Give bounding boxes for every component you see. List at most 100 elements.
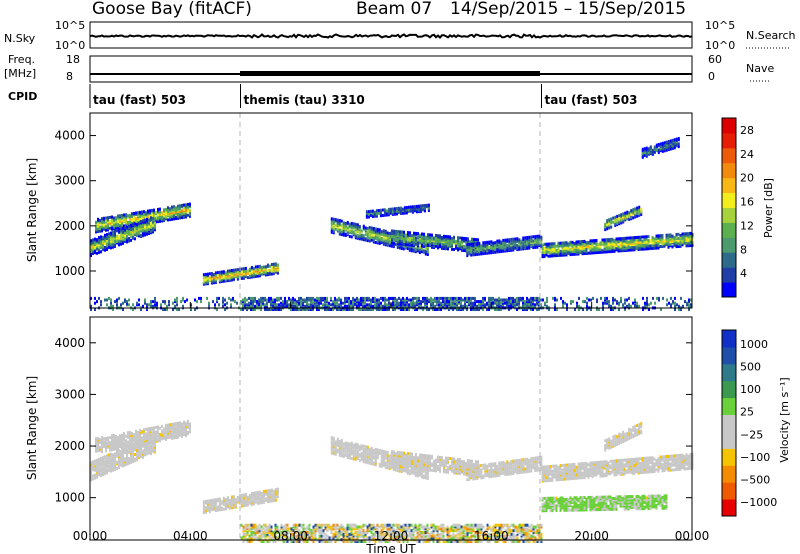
near-range-cell (372, 296, 374, 300)
range-cell (246, 500, 249, 504)
near-range-cell (526, 303, 528, 307)
range-cell (641, 239, 644, 243)
range-cell (526, 236, 529, 239)
near-range-cell (324, 303, 326, 307)
near-range-cell (276, 296, 278, 300)
range-cell (643, 235, 646, 239)
near-range-cell (446, 301, 448, 305)
range-cell (107, 436, 109, 440)
range-cell (127, 440, 129, 444)
range-cell (101, 436, 103, 440)
range-cell (165, 207, 167, 211)
range-cell (494, 250, 497, 254)
nsky-label: N.Sky (4, 32, 36, 45)
range-cell (418, 245, 421, 249)
range-cell (653, 145, 656, 149)
range-cell (609, 237, 612, 241)
range-cell (123, 444, 125, 448)
near-range-cell (468, 296, 470, 300)
range-cell (496, 243, 499, 247)
range-cell (266, 271, 269, 275)
range-cell (409, 231, 411, 235)
range-cell (167, 206, 169, 210)
near-range-cell (250, 308, 252, 311)
near-range-cell (172, 308, 174, 311)
range-cell (266, 263, 269, 267)
range-cell (104, 248, 106, 252)
range-cell (94, 462, 96, 466)
near-range-cell (172, 301, 174, 305)
near-range-cell (426, 296, 428, 300)
near-range-cell (536, 296, 538, 300)
range-cell (97, 443, 99, 447)
near-range-cell (316, 308, 318, 311)
range-cell (376, 227, 379, 231)
range-cell (425, 235, 427, 239)
range-cell (387, 207, 390, 211)
range-cell (108, 240, 110, 244)
range-cell (112, 230, 114, 234)
near-range-cell (246, 303, 248, 307)
range-cell (613, 243, 616, 246)
near-range-cell (346, 304, 348, 308)
near-range-cell (488, 296, 490, 300)
range-cell (169, 427, 171, 431)
range-cell (254, 268, 257, 272)
range-cell (136, 223, 138, 226)
near-range-cell (306, 300, 308, 304)
range-cell (137, 434, 139, 437)
near-range-cell (124, 300, 126, 304)
near-range-cell (674, 304, 676, 308)
range-cell (673, 138, 676, 142)
range-cell (216, 508, 219, 512)
range-cell (119, 443, 121, 447)
range-cell (230, 506, 233, 510)
near-range-cell (404, 303, 406, 307)
range-cell (181, 212, 183, 215)
near-range-cell (448, 308, 450, 311)
near-range-cell (324, 296, 326, 300)
range-cell (635, 238, 638, 242)
range-cell (96, 468, 98, 471)
near-range-cell (162, 308, 164, 311)
range-cell (468, 252, 471, 256)
range-cell (127, 431, 129, 435)
near-range-cell (260, 296, 262, 300)
near-range-cell (394, 303, 396, 307)
near-range-cell (498, 301, 500, 305)
range-cell (113, 446, 115, 450)
near-range-cell (316, 298, 318, 302)
range-cell (146, 446, 148, 450)
near-range-cell (382, 296, 384, 300)
near-range-cell (488, 298, 490, 302)
near-range-cell (384, 298, 386, 302)
near-range-cell (380, 301, 382, 305)
range-cell (224, 499, 227, 503)
range-cell (565, 241, 568, 245)
range-cell (157, 430, 159, 434)
range-cell (344, 221, 347, 225)
near-range-cell (472, 303, 474, 307)
near-range-cell (356, 296, 358, 300)
range-cell (415, 238, 417, 242)
range-cell (651, 236, 654, 240)
near-range-cell (302, 308, 304, 311)
range-cell (638, 211, 641, 215)
range-cell (141, 436, 143, 440)
range-cell (494, 241, 497, 245)
range-cell (123, 436, 125, 440)
range-cell (139, 217, 141, 221)
near-range-cell (250, 303, 252, 307)
range-cell (163, 430, 165, 434)
range-cell (362, 224, 365, 228)
near-range-cell (276, 303, 278, 307)
range-cell (171, 432, 173, 436)
range-cell (356, 230, 359, 233)
near-range-cell (470, 296, 472, 300)
near-range-cell (272, 301, 274, 305)
range-cell (92, 238, 94, 242)
near-range-cell (308, 298, 310, 302)
range-cell (365, 210, 368, 214)
near-range-cell (306, 298, 308, 302)
range-cell (427, 237, 429, 241)
